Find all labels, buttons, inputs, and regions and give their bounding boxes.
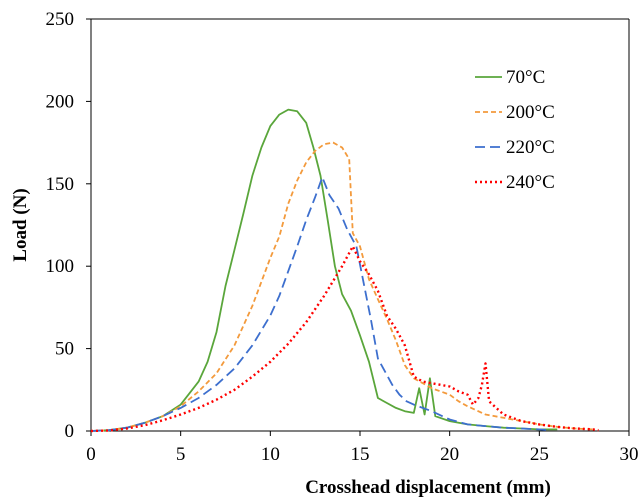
- series-line-3: [90, 176, 549, 432]
- x-axis-title: Crosshead displacement (mm): [305, 477, 551, 498]
- x-tick-label: 25: [530, 444, 549, 465]
- series-line-2: [90, 141, 594, 432]
- y-tick-label: 0: [65, 421, 75, 442]
- y-tick-label: 250: [46, 9, 75, 30]
- legend-label: 70°C: [506, 67, 545, 88]
- x-tick-label: 15: [351, 444, 370, 465]
- y-axis-ticks: 0 50 100 150 200 250: [46, 9, 91, 442]
- series-group: [90, 108, 599, 433]
- x-tick-label: 10: [261, 444, 280, 465]
- series-line-1: [90, 108, 558, 432]
- legend-label: 220°C: [506, 137, 555, 158]
- y-tick-label: 100: [46, 256, 75, 277]
- legend-label: 200°C: [506, 102, 555, 123]
- series-line-4: [90, 245, 599, 433]
- legend-label: 240°C: [506, 172, 555, 193]
- y-tick-label: 200: [46, 91, 75, 112]
- x-axis-ticks: 0 5 10 15 20 25 30: [86, 431, 639, 465]
- y-axis-title: Load (N): [10, 188, 31, 261]
- x-tick-label: 20: [440, 444, 459, 465]
- x-tick-label: 5: [176, 444, 186, 465]
- axes: [90, 18, 630, 432]
- y-tick-label: 150: [46, 174, 75, 195]
- x-tick-label: 30: [620, 444, 639, 465]
- x-tick-label: 0: [86, 444, 96, 465]
- y-tick-label: 50: [55, 339, 74, 360]
- legend: 70°C 200°C 220°C 240°C: [475, 67, 555, 193]
